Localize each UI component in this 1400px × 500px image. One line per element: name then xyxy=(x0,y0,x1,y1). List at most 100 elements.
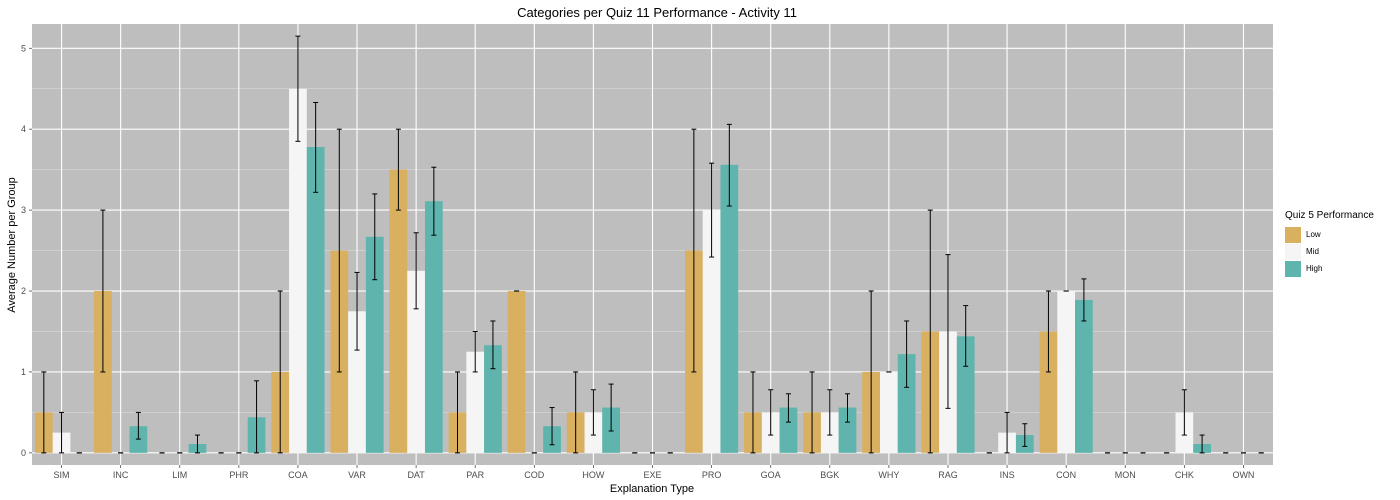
bar-high-dat xyxy=(424,201,443,453)
bar-high-coa xyxy=(306,146,325,453)
x-axis-ticks: SIM INC LIM PHR COA VAR DAT PAR COD HOW EXE PRO GOA B… xyxy=(54,465,1254,480)
x-tick-label-chk: CHK xyxy=(1175,470,1194,480)
error-bar-low-par xyxy=(454,371,460,454)
error-bar-high-rag xyxy=(963,305,969,367)
x-tick-label-goa: GOA xyxy=(761,470,781,480)
x-tick-label-inc: INC xyxy=(113,470,129,480)
legend-label-mid: Mid xyxy=(1306,247,1319,256)
error-bar-high-cod xyxy=(549,407,555,446)
error-bar-mid-bgk xyxy=(827,389,833,436)
error-bar-low-goa xyxy=(750,371,756,454)
bar-mid-par xyxy=(466,351,485,453)
y-tick-label: 1 xyxy=(21,367,26,377)
error-bar-high-coa xyxy=(313,101,319,193)
error-bar-mid-sim xyxy=(59,411,65,454)
bar-mid-dat xyxy=(407,270,425,453)
legend: Quiz 5 Performance Low Mid High xyxy=(1285,210,1395,277)
x-tick-label-how: HOW xyxy=(582,470,605,480)
x-tick-label-ins: INS xyxy=(1000,470,1015,480)
legend-label-low: Low xyxy=(1306,230,1321,239)
x-tick-label-pro: PRO xyxy=(702,470,722,480)
error-bar-high-lim xyxy=(194,434,200,454)
error-bar-low-rag xyxy=(927,209,933,454)
error-bar-high-con xyxy=(1081,278,1087,322)
error-bar-mid-dat xyxy=(413,232,419,310)
chart-title: Categories per Quiz 11 Performance - Act… xyxy=(517,5,797,20)
error-bar-mid-pro xyxy=(709,162,715,258)
error-bar-low-var xyxy=(336,128,342,373)
x-tick-label-lim: LIM xyxy=(172,470,187,480)
legend-label-high: High xyxy=(1306,264,1323,273)
x-tick-label-mon: MON xyxy=(1115,470,1136,480)
error-bar-mid-chk xyxy=(1181,389,1187,436)
error-bar-low-bgk xyxy=(809,371,815,454)
bar-mid-con xyxy=(1057,291,1076,453)
legend-title: Quiz 5 Performance xyxy=(1285,210,1374,221)
x-tick-label-coa: COA xyxy=(288,470,308,480)
error-bar-mid-how xyxy=(590,389,596,436)
error-bar-low-sim xyxy=(41,371,47,454)
y-axis-title: Average Number per Group xyxy=(6,177,18,313)
error-bar-high-how xyxy=(608,383,614,432)
error-bar-mid-coa xyxy=(295,35,301,142)
legend-item-low: Low xyxy=(1285,226,1395,243)
legend-swatch-mid xyxy=(1285,243,1301,260)
bar-high-con xyxy=(1075,299,1093,453)
bar-high-rag xyxy=(956,336,975,453)
bar-mid-pro xyxy=(702,210,721,453)
y-axis-ticks: 0 1 2 3 4 5 xyxy=(21,43,32,458)
error-bar-high-chk xyxy=(1199,434,1205,454)
error-bar-high-inc xyxy=(135,411,141,440)
bar-high-why xyxy=(897,354,916,453)
bar-high-goa xyxy=(779,407,798,453)
x-tick-label-par: PAR xyxy=(466,470,484,480)
y-tick-label: 5 xyxy=(21,43,26,53)
bar-low-con xyxy=(1039,331,1058,453)
error-bar-mid-rag xyxy=(945,254,951,409)
error-bar-high-pro xyxy=(726,123,732,207)
gridlines xyxy=(32,24,1273,465)
error-bar-low-coa xyxy=(277,290,283,454)
error-bar-high-phr xyxy=(254,380,260,454)
legend-swatch-low xyxy=(1285,226,1301,243)
error-bar-low-dat xyxy=(395,128,401,211)
error-bar-high-why xyxy=(904,320,910,388)
bar-low-dat xyxy=(389,169,408,453)
bar-low-cod xyxy=(507,291,526,453)
x-tick-label-var: VAR xyxy=(348,470,366,480)
error-bar-high-ins xyxy=(1022,423,1028,447)
x-tick-label-sim: SIM xyxy=(54,470,70,480)
x-tick-label-con: CON xyxy=(1056,470,1076,480)
y-tick-label: 2 xyxy=(21,286,26,296)
legend-item-mid: Mid xyxy=(1285,243,1395,260)
x-tick-label-dat: DAT xyxy=(407,470,425,480)
legend-swatch-high xyxy=(1285,260,1301,277)
error-bar-mid-goa xyxy=(768,389,774,436)
bar-mid-coa xyxy=(289,88,307,453)
y-tick-label: 3 xyxy=(21,205,26,215)
error-bar-low-why xyxy=(868,290,874,454)
bar-mid-why xyxy=(880,371,898,453)
y-tick-label: 4 xyxy=(21,124,26,134)
x-tick-label-own: OWN xyxy=(1232,470,1254,480)
error-bar-low-how xyxy=(573,371,579,454)
bar-mid-var xyxy=(348,311,366,453)
error-bar-low-pro xyxy=(691,128,697,373)
error-bar-high-par xyxy=(490,320,496,370)
x-tick-label-phr: PHR xyxy=(229,470,249,480)
bar-high-pro xyxy=(720,164,739,453)
legend-item-high: High xyxy=(1285,260,1395,277)
error-bar-mid-par xyxy=(472,330,478,373)
error-bar-high-var xyxy=(372,193,378,281)
error-bar-mid-ins xyxy=(1004,411,1010,454)
error-bar-low-con xyxy=(1045,290,1051,373)
error-bar-mid-var xyxy=(354,271,360,351)
x-tick-label-bgk: BGK xyxy=(820,470,839,480)
error-bar-high-goa xyxy=(785,393,791,423)
error-bars xyxy=(41,35,1264,454)
x-tick-label-cod: COD xyxy=(524,470,545,480)
x-axis-title: Explanation Type xyxy=(610,483,694,495)
x-tick-label-why: WHY xyxy=(878,470,899,480)
bar-high-bgk xyxy=(838,407,857,453)
